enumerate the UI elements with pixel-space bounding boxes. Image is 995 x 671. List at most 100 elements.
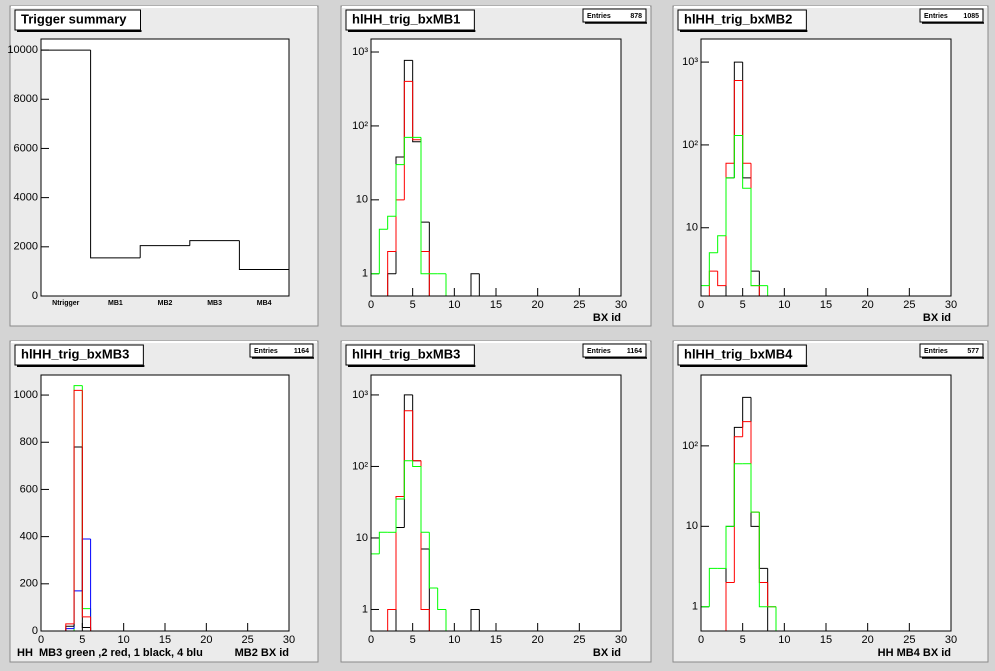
- histogram-bin: [725, 525, 735, 569]
- chart-title: hlHH_trig_bxMB2: [684, 11, 792, 26]
- histogram-bin: [395, 495, 405, 610]
- stats-box: [919, 8, 984, 23]
- histogram-bin: [378, 228, 388, 274]
- x-tick-label: 25: [903, 634, 915, 646]
- histogram-bin: [412, 460, 421, 467]
- chart-title: hlHH_trig_bxMB1: [352, 11, 460, 26]
- histogram-bin: [65, 623, 75, 631]
- y-tick-label: 10²: [682, 440, 698, 452]
- x-tick-label: 25: [573, 634, 585, 646]
- chart-title: hlHH_trig_bxMB4: [684, 346, 793, 361]
- stats-box: [582, 343, 647, 358]
- chart-title: hlHH_trig_bxMB3: [352, 346, 460, 361]
- histogram-bin: [403, 136, 413, 165]
- x-tick-label: 0: [368, 299, 374, 311]
- pad: hlHH_trig_bxMB3 Entries 1164 1 10 10² 10³ 0 5 10 1…: [340, 340, 652, 663]
- y-tick-label: 0: [32, 625, 38, 637]
- bar-step: [90, 50, 141, 259]
- frame-border: [40, 374, 290, 632]
- x-tick-label: 20: [862, 299, 874, 311]
- histogram-bin: [733, 463, 743, 527]
- x-tick-label: 25: [242, 634, 254, 646]
- x-tick-label: 15: [490, 299, 502, 311]
- histogram-bin: [437, 587, 446, 610]
- stats-label: Entries: [587, 13, 611, 20]
- histogram-bin: [420, 137, 430, 275]
- stats-label: Entries: [924, 348, 948, 355]
- y-tick-label: 8000: [14, 93, 38, 105]
- x-axis-label: BX id: [593, 312, 621, 324]
- frame: [370, 38, 622, 297]
- histogram-bin: [387, 215, 396, 230]
- x-tick-label: 5: [410, 634, 416, 646]
- x-tick-label: MB3: [207, 300, 222, 307]
- y-tick-label: 1: [362, 603, 368, 615]
- y-tick-label: 4000: [14, 192, 38, 204]
- stats-value: 577: [967, 348, 979, 355]
- histogram-bin: [412, 81, 421, 141]
- x-tick-label: 5: [79, 634, 85, 646]
- stats-box: [919, 343, 984, 358]
- stats-value: 1164: [294, 348, 309, 355]
- y-tick-label: 800: [20, 436, 38, 448]
- y-tick-label: 10³: [352, 389, 368, 401]
- x-axis-label: MB2 BX id: [235, 647, 289, 659]
- y-tick-label: 600: [20, 483, 38, 495]
- frame: [700, 374, 952, 632]
- x-tick-label: Ntrigger: [52, 300, 80, 307]
- histogram-bin: [387, 608, 396, 631]
- histogram-bin: [395, 164, 405, 217]
- chart-title: hlHH_trig_bxMB3: [21, 346, 129, 361]
- x-tick-label: 20: [862, 634, 874, 646]
- histogram-bin: [742, 421, 751, 437]
- histogram-bin: [81, 390, 91, 618]
- x-tick-label: MB1: [108, 300, 123, 307]
- y-tick-label: 1: [692, 601, 698, 613]
- histogram-bin: [717, 271, 726, 287]
- x-tick-label: 0: [38, 634, 44, 646]
- y-tick-label: 10: [686, 520, 698, 532]
- pad: hlHH_trig_bxMB1 Entries 878 1 10 10² 10³ 0 5 10 15…: [340, 5, 652, 327]
- x-axis-label: BX id: [593, 647, 621, 659]
- y-tick-label: 10³: [352, 46, 368, 58]
- histogram-bin: [717, 235, 726, 253]
- y-tick-label: 1: [362, 268, 368, 280]
- histogram-bin: [742, 135, 751, 189]
- y-tick-label: 400: [20, 531, 38, 543]
- pad: hlHH_trig_bxMB4 Entries 577 1 10 10² 0 5 10 15 20 2…: [672, 340, 989, 663]
- x-tick-label: 20: [200, 634, 212, 646]
- histogram-bin: [725, 177, 735, 236]
- bar-step: [139, 245, 190, 258]
- x-tick-label: 5: [410, 299, 416, 311]
- x-tick-label: 10: [448, 299, 460, 311]
- stats-value: 1085: [963, 13, 979, 20]
- stats-box: [582, 8, 647, 23]
- frame-border: [700, 38, 952, 297]
- x-tick-label: 15: [820, 634, 832, 646]
- x-tick-label: 10: [448, 634, 460, 646]
- histogram-bin: [750, 188, 760, 287]
- y-tick-label: 10²: [352, 460, 368, 472]
- histogram-bin: [470, 608, 480, 631]
- x-axis-label: BX id: [923, 312, 951, 324]
- stats-label: Entries: [587, 348, 611, 355]
- histogram-bin: [395, 498, 405, 533]
- y-tick-label: 2000: [14, 241, 38, 253]
- x-tick-label: 30: [615, 634, 627, 646]
- stats-label: Entries: [254, 348, 278, 355]
- x-tick-label: 5: [740, 634, 746, 646]
- x-tick-label: 20: [532, 634, 544, 646]
- frame-border: [370, 38, 622, 297]
- x-tick-label: 30: [945, 299, 957, 311]
- frame: [40, 38, 290, 297]
- histogram-bin: [708, 567, 718, 607]
- frame-border: [370, 374, 622, 632]
- y-tick-label: 10000: [7, 44, 38, 56]
- histogram-bin: [403, 460, 413, 500]
- x-tick-label: 10: [778, 634, 790, 646]
- stats-value: 878: [630, 13, 642, 20]
- histogram-bin: [420, 466, 430, 533]
- y-tick-label: 10²: [682, 139, 698, 151]
- x-tick-label: 0: [698, 299, 704, 311]
